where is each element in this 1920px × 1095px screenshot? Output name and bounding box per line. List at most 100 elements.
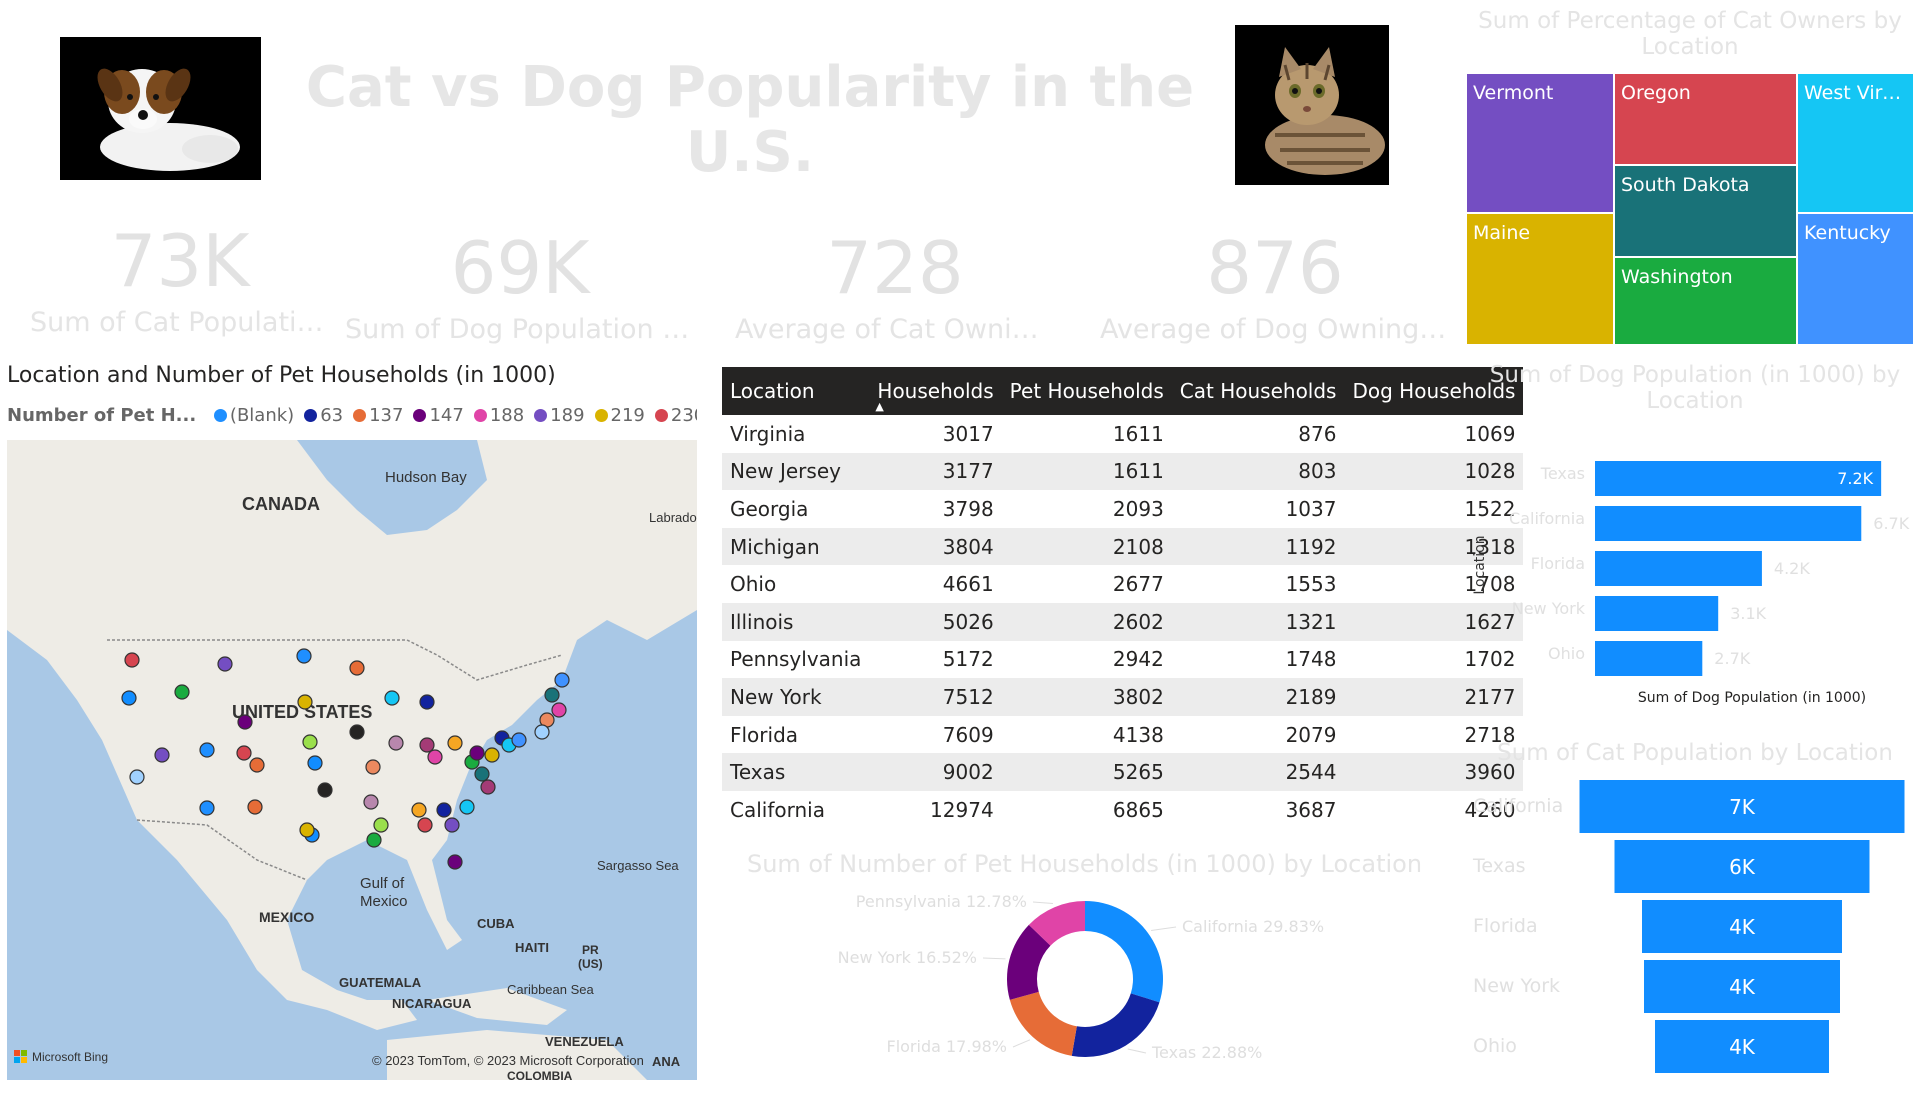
map-bubble[interactable] <box>384 690 400 706</box>
map-bubble[interactable] <box>417 817 433 833</box>
map-bubble[interactable] <box>317 782 333 798</box>
map-bubble[interactable] <box>447 854 463 870</box>
map-bubble[interactable] <box>199 742 215 758</box>
map-bubble[interactable] <box>297 694 313 710</box>
legend-item[interactable]: (Blank) <box>213 405 294 426</box>
table-row[interactable]: Georgia 3798 2093 1037 1522 <box>722 490 1523 528</box>
donut-slice[interactable] <box>1007 924 1051 1000</box>
map-bubble[interactable] <box>544 687 560 703</box>
map-bubble[interactable] <box>411 802 427 818</box>
map-bubble[interactable] <box>419 737 435 753</box>
table-row[interactable]: Pennsylvania 5172 2942 1748 1702 <box>722 641 1523 679</box>
funnel-bar[interactable] <box>1579 780 1905 833</box>
map-bubble[interactable] <box>554 672 570 688</box>
map-bubble[interactable] <box>551 702 567 718</box>
map-bubble[interactable] <box>349 724 365 740</box>
map-bubble[interactable] <box>373 817 389 833</box>
donut-slice[interactable] <box>1071 993 1160 1057</box>
map-bubble[interactable] <box>474 766 490 782</box>
column-header[interactable]: Households ▲ <box>869 367 1002 415</box>
column-header[interactable]: Dog Households <box>1344 367 1524 415</box>
donut-slice[interactable] <box>1009 991 1077 1056</box>
table-row[interactable]: Florida 7609 4138 2079 2718 <box>722 716 1523 754</box>
dog-bar[interactable] <box>1595 641 1703 676</box>
map-bubble[interactable] <box>419 694 435 710</box>
funnel-bar[interactable] <box>1642 900 1842 953</box>
table-row[interactable]: Illinois 5026 2602 1321 1627 <box>722 602 1524 641</box>
cat-owners-treemap[interactable]: Vermont Maine Oregon South Dakota Washington… <box>1466 73 1914 345</box>
map-bubble[interactable] <box>444 817 460 833</box>
map-bubble[interactable] <box>299 822 315 838</box>
dog-population-bar-chart[interactable]: Location Texas 7.2K California 6.7K Florida 4.… <box>1470 440 1915 710</box>
treemap-tile[interactable]: Maine <box>1466 213 1614 345</box>
map-bubble[interactable] <box>349 660 365 676</box>
dog-bar[interactable] <box>1595 596 1719 631</box>
treemap-tile[interactable]: West Virg... <box>1797 73 1914 213</box>
map-bubble[interactable] <box>124 652 140 668</box>
funnel-bar[interactable] <box>1644 960 1840 1013</box>
legend-item[interactable]: 219 <box>594 405 645 426</box>
map-bubble[interactable] <box>480 779 496 795</box>
map-bubble[interactable] <box>427 749 443 765</box>
pet-households-table[interactable]: Location Households ▲ Pet Households Cat Hou… <box>722 367 1524 829</box>
legend-item[interactable]: 147 <box>413 405 464 426</box>
dog-bar[interactable] <box>1595 551 1762 586</box>
donut-slice[interactable] <box>1085 901 1163 1003</box>
map-bubble[interactable] <box>121 690 137 706</box>
cat-population-funnel[interactable]: California 7K Texas 6K Florida 4K New York 4K Oh… <box>1470 775 1915 1085</box>
table-row[interactable]: Ohio 4661 2677 1553 1708 <box>722 565 1523 603</box>
map-bubble[interactable] <box>199 800 215 816</box>
map-bubble[interactable] <box>447 735 463 751</box>
map-bubble[interactable] <box>363 794 379 810</box>
funnel-bar[interactable] <box>1614 840 1870 893</box>
legend-item[interactable]: 230 <box>654 405 697 426</box>
dog-bar[interactable] <box>1595 461 1882 496</box>
legend-item[interactable]: 188 <box>473 405 524 426</box>
map-bubble[interactable] <box>217 656 233 672</box>
column-header[interactable]: Cat Households <box>1171 367 1345 415</box>
legend-item[interactable]: 189 <box>534 405 585 426</box>
map-bubble[interactable] <box>365 759 381 775</box>
table-row[interactable]: Texas 9002 5265 2544 3960 <box>722 753 1524 791</box>
map-bubble[interactable] <box>436 802 452 818</box>
table-row[interactable]: Michigan 3804 2108 1192 1318 <box>722 527 1524 566</box>
treemap-tile[interactable]: Washington <box>1614 257 1797 345</box>
pet-households-map[interactable]: CANADA Hudson Bay Labrado UNITED STATES … <box>7 440 697 1080</box>
map-bubble[interactable] <box>302 734 318 750</box>
map-bubble[interactable] <box>469 745 485 761</box>
map-bubble[interactable] <box>388 735 404 751</box>
map-bubble[interactable] <box>247 799 263 815</box>
map-bubbles[interactable] <box>121 648 570 870</box>
map-bubble[interactable] <box>236 745 252 761</box>
table-row[interactable]: New Jersey 3177 1611 803 1028 <box>722 452 1524 491</box>
map-bubble[interactable] <box>249 757 265 773</box>
table-row[interactable]: California 12974 6865 3687 4260 <box>722 791 1523 829</box>
column-header[interactable]: Location <box>722 367 870 415</box>
table-row[interactable]: Virginia 3017 1611 876 1069 <box>722 415 1523 453</box>
map-bubble[interactable] <box>296 648 312 664</box>
map-bubble[interactable] <box>129 769 145 785</box>
map-bubble[interactable] <box>484 747 500 763</box>
sort-ascending-icon[interactable]: ▲ <box>875 400 884 413</box>
map-bubble[interactable] <box>511 732 527 748</box>
legend-item[interactable]: 63 <box>304 405 343 426</box>
map-bubble[interactable] <box>366 832 382 848</box>
pet-households-donut[interactable]: California 29.83% Texas 22.88% Florida 17.… <box>722 880 1447 1090</box>
map-bubble[interactable] <box>459 799 475 815</box>
treemap-tile[interactable]: Kentucky <box>1797 213 1914 345</box>
map-bubble[interactable] <box>237 714 253 730</box>
treemap-tile[interactable]: South Dakota <box>1614 165 1797 257</box>
map-bubble[interactable] <box>174 684 190 700</box>
table-row[interactable]: New York 7512 3802 2189 2177 <box>722 678 1524 716</box>
map-bubble[interactable] <box>154 747 170 763</box>
table-cell: 1028 <box>1344 452 1524 491</box>
legend-item[interactable]: 137 <box>353 405 403 426</box>
map-bubble[interactable] <box>307 755 323 771</box>
column-header[interactable]: Pet Households <box>1001 367 1172 415</box>
map-bubble[interactable] <box>534 724 550 740</box>
dog-bar[interactable] <box>1595 506 1862 541</box>
donut-slice[interactable] <box>1028 901 1085 946</box>
funnel-bar[interactable] <box>1655 1020 1829 1073</box>
treemap-tile[interactable]: Oregon <box>1614 73 1797 165</box>
treemap-tile[interactable]: Vermont <box>1466 73 1614 213</box>
